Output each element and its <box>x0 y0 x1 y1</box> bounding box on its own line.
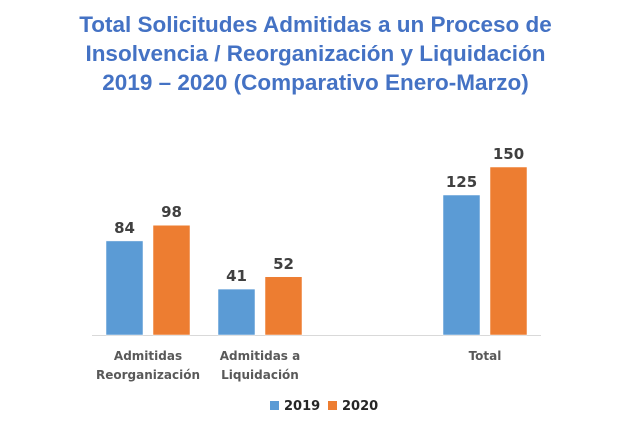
bar-2020-1 <box>264 276 303 336</box>
legend-label-2019: 2019 <box>284 399 320 414</box>
bar-2019-0 <box>105 240 144 336</box>
data-label-2019-1: 41 <box>226 267 247 285</box>
bar-2019-2 <box>442 194 481 336</box>
chart-title-line-3: 2019 – 2020 (Comparativo Enero-Marzo) <box>102 70 529 95</box>
category-label-0-0: Admitidas <box>114 349 182 363</box>
chart-title: Total Solicitudes Admitidas a un Proceso… <box>0 10 631 97</box>
category-label-0-1: Reorganización <box>96 368 200 382</box>
data-label-2020-0: 98 <box>161 203 182 221</box>
bar-2019-1 <box>217 288 256 336</box>
bar-2020-0 <box>152 224 191 336</box>
legend-label-2020: 2020 <box>342 399 378 414</box>
bar-2020-2 <box>489 166 528 336</box>
legend-swatch-2019 <box>270 401 279 410</box>
category-label-1-0: Admitidas a <box>220 349 300 363</box>
data-label-2019-0: 84 <box>114 219 135 237</box>
chart-title-line-2: Insolvencia / Reorganización y Liquidaci… <box>85 41 546 66</box>
category-label-2-0: Total <box>469 349 502 363</box>
category-label-1-1: Liquidación <box>221 368 299 382</box>
data-label-2020-2: 150 <box>493 145 524 163</box>
data-label-2020-1: 52 <box>273 255 294 273</box>
data-label-2019-2: 125 <box>446 173 477 191</box>
legend-swatch-2020 <box>328 401 337 410</box>
chart-title-line-1: Total Solicitudes Admitidas a un Proceso… <box>79 12 552 37</box>
